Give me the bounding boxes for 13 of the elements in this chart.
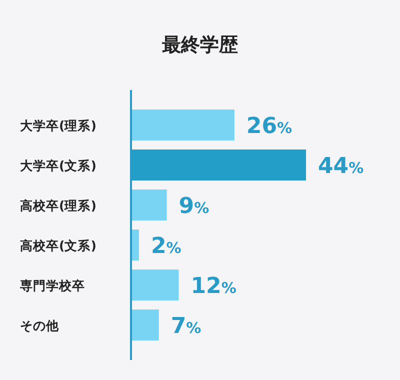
y-tick-label: 専門学校卒 — [19, 278, 85, 293]
y-tick-label: 高校卒(文系) — [20, 238, 96, 253]
data-label: 12% — [190, 274, 236, 299]
y-tick-label: その他 — [20, 318, 60, 333]
data-label: 44% — [318, 154, 364, 179]
y-tick-label: 高校卒(理系) — [20, 198, 96, 213]
data-label: 2% — [150, 234, 182, 259]
data-label: 26% — [246, 114, 292, 139]
data-label: 7% — [170, 314, 202, 339]
y-tick-label: 大学卒(理系) — [20, 118, 96, 133]
y-tick-label: 大学卒(文系) — [20, 158, 96, 173]
chart-title: 最終学歴 — [161, 34, 238, 56]
data-label: 9% — [178, 194, 210, 219]
